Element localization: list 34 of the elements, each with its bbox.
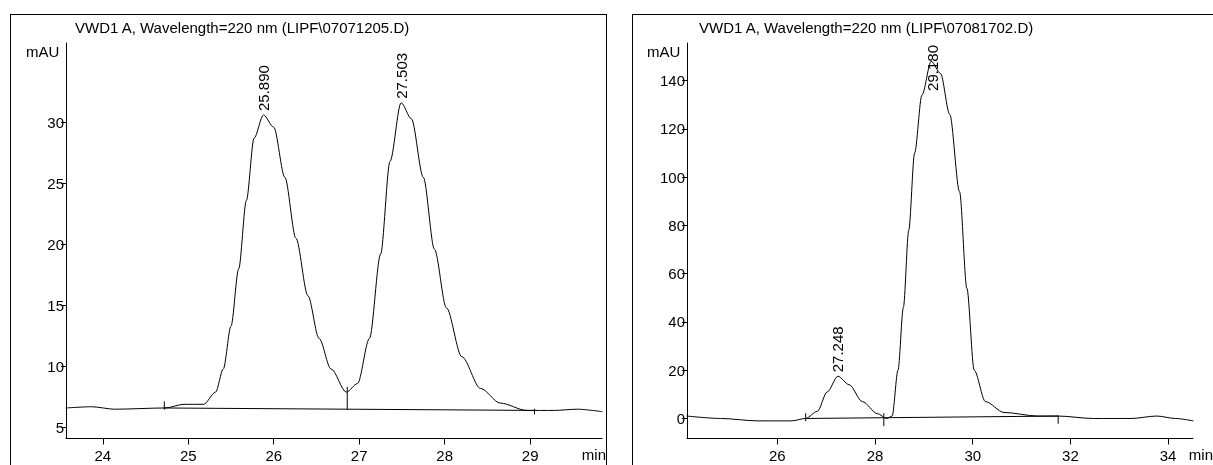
chart-title: VWD1 A, Wavelength=220 nm (LIPF\07071205.D) [75,19,410,36]
annotation: 25.890 [255,65,273,112]
x-tick-label: 30 [964,446,982,464]
annotation: 27.503 [393,52,411,99]
y-tick-label: 15 [47,296,64,314]
x-tick-label: 25 [179,446,197,464]
x-tick-label: 34 [1159,446,1177,464]
x-tick-label: 29 [521,446,539,464]
y-tick-label: 30 [47,113,64,131]
annotation: 29.180 [923,44,941,91]
y-axis-title: mAU [26,43,60,60]
x-tick-label: 27 [350,446,368,464]
y-tick-label: 40 [668,313,685,331]
y-tick-label: 100 [659,168,685,186]
x-axis-title: min [1188,446,1213,463]
x-tick-label: 32 [1062,446,1079,464]
x-tick-label: 26 [769,446,786,464]
x-tick-label: 26 [265,446,283,464]
y-tick-label: 80 [668,216,685,234]
x-tick-label: 28 [866,446,884,464]
x-tick-label: 28 [436,446,454,464]
y-tick-label: 20 [47,235,64,253]
y-tick-label: 10 [47,357,64,375]
y-tick-label: 20 [668,361,685,379]
y-tick-label: 140 [659,72,685,90]
x-axis-title: min [581,446,606,463]
x-tick-label: 24 [94,446,112,464]
y-axis-title: mAU [647,43,681,60]
chart-title: VWD1 A, Wavelength=220 nm (LIPF\07081702.D) [699,19,1034,36]
y-tick-label: 120 [659,120,685,138]
annotation: 27.248 [829,326,847,373]
y-tick-label: 0 [676,409,685,427]
y-tick-label: 60 [668,265,685,283]
y-tick-label: 25 [47,174,64,192]
